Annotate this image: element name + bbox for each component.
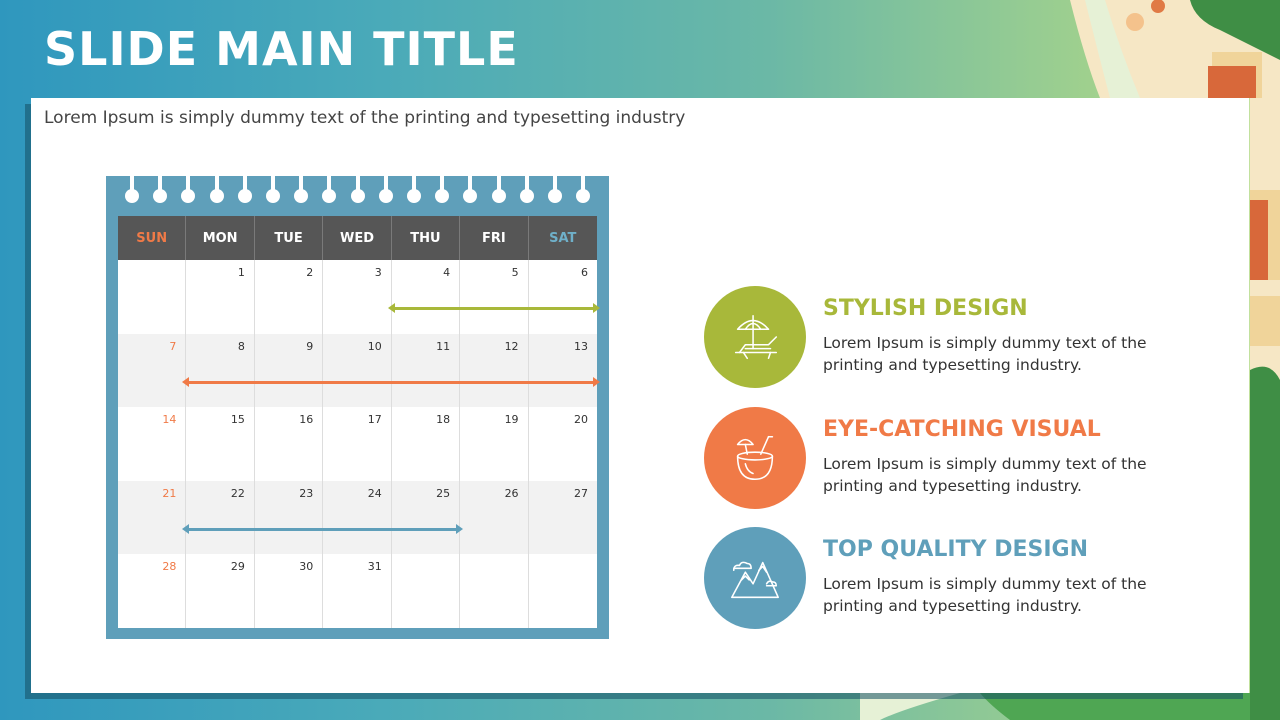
calendar-ring	[214, 176, 219, 190]
calendar-day-cell[interactable]: 25	[391, 480, 461, 555]
feature-title: TOP QUALITY DESIGN	[823, 537, 1088, 562]
calendar-day-cell[interactable]	[391, 554, 461, 628]
day-header-0: SUN	[118, 216, 187, 260]
event-span-arrow[interactable]	[182, 376, 600, 387]
day-header-5: FRI	[460, 216, 529, 260]
day-header-3: WED	[323, 216, 392, 260]
calendar-day-cell[interactable]	[460, 554, 529, 628]
calendar-day-cell[interactable]: 3	[323, 260, 392, 334]
calendar-day-cell[interactable]: 12	[460, 333, 529, 408]
calendar-ring	[553, 176, 557, 190]
calendar-day-cell[interactable]: 22	[186, 480, 255, 555]
calendar-day-cell[interactable]	[118, 260, 187, 334]
calendar-ring	[350, 189, 365, 203]
feature-description: Lorem Ipsum is simply dummy text of the …	[823, 334, 1147, 374]
calendar-day-cell[interactable]: 18	[391, 407, 461, 481]
calendar-day-cell[interactable]: 10	[323, 333, 392, 408]
calendar-ring	[378, 189, 393, 203]
slide-title: SLIDE MAIN TITLE	[44, 22, 519, 76]
calendar-ring	[158, 176, 163, 190]
calendar-day-cell[interactable]: 20	[528, 407, 597, 481]
calendar-ring	[491, 189, 506, 203]
calendar-ring	[181, 189, 196, 203]
calendar-ring	[355, 176, 360, 190]
calendar-ring	[327, 176, 332, 190]
calendar-ring	[299, 176, 304, 190]
day-header-4: THU	[391, 216, 461, 260]
calendar-day-cell[interactable]: 11	[391, 333, 461, 408]
calendar-day-cell[interactable]: 5	[460, 260, 529, 334]
event-span-arrow[interactable]	[387, 303, 601, 314]
calendar: SUN MON TUE WED THU FRI SAT 1 2 3 4 5 6 7 8 9 10 11 12 13 14…	[106, 176, 609, 639]
day-header-2: TUE	[254, 216, 324, 260]
calendar-day-cell[interactable]: 31	[323, 554, 392, 628]
calendar-ring	[125, 189, 139, 203]
feature-description: Lorem Ipsum is simply dummy text of the …	[823, 455, 1147, 495]
calendar-day-cell[interactable]: 1	[186, 260, 255, 334]
calendar-day-cell[interactable]: 8	[186, 333, 255, 408]
calendar-day-cell[interactable]: 14	[118, 407, 187, 481]
calendar-day-cell[interactable]: 7	[118, 333, 187, 408]
calendar-ring	[435, 189, 450, 203]
calendar-day-cell[interactable]: 15	[186, 407, 255, 481]
calendar-ring	[524, 176, 529, 190]
coconut-drink-icon	[736, 435, 774, 481]
calendar-ring	[440, 176, 445, 190]
calendar-day-cell[interactable]: 4	[391, 260, 461, 334]
feature-icon-circle	[704, 527, 806, 629]
calendar-ring	[576, 189, 591, 203]
calendar-day-cell[interactable]: 29	[186, 554, 255, 628]
day-header-1: MON	[186, 216, 255, 260]
calendar-day-cell[interactable]: 16	[254, 407, 324, 481]
feature-title: STYLISH DESIGN	[823, 296, 1028, 321]
calendar-day-cell[interactable]: 27	[528, 480, 597, 555]
calendar-day-cell[interactable]: 19	[460, 407, 529, 481]
calendar-day-cell[interactable]: 17	[323, 407, 392, 481]
event-span-arrow[interactable]	[182, 523, 463, 534]
calendar-ring	[581, 176, 586, 190]
calendar-ring	[153, 189, 168, 203]
calendar-day-cell[interactable]: 21	[118, 480, 187, 555]
calendar-ring	[266, 189, 280, 203]
calendar-day-cell[interactable]: 28	[118, 554, 187, 628]
calendar-ring	[383, 176, 388, 190]
calendar-ring	[407, 189, 421, 203]
calendar-ring	[468, 176, 473, 190]
calendar-day-cell[interactable]: 6	[528, 260, 597, 334]
calendar-ring	[294, 189, 309, 203]
beach-chair-umbrella-icon	[734, 314, 778, 360]
content-card: Lorem Ipsum is simply dummy text of the …	[31, 98, 1249, 693]
calendar-ring	[548, 189, 562, 203]
calendar-ring	[412, 176, 416, 190]
calendar-ring	[496, 176, 501, 190]
calendar-day-cell[interactable]: 13	[528, 333, 597, 408]
calendar-ring	[209, 189, 224, 203]
day-header-6: SAT	[528, 216, 597, 260]
calendar-ring	[271, 176, 275, 190]
calendar-day-cell[interactable]: 30	[254, 554, 324, 628]
feature-description: Lorem Ipsum is simply dummy text of the …	[823, 575, 1147, 615]
feature-title: EYE-CATCHING VISUAL	[823, 417, 1101, 442]
calendar-day-cell[interactable]: 26	[460, 480, 529, 555]
mountains-icon	[731, 561, 779, 599]
calendar-day-cell[interactable]	[528, 554, 597, 628]
calendar-grid: SUN MON TUE WED THU FRI SAT 1 2 3 4 5 6 7 8 9 10 11 12 13 14…	[118, 216, 597, 628]
calendar-ring	[242, 176, 247, 190]
feature-icon-circle	[704, 407, 806, 509]
slide-subtitle: Lorem Ipsum is simply dummy text of the …	[44, 108, 686, 128]
calendar-ring	[237, 189, 252, 203]
calendar-day-cell[interactable]: 23	[254, 480, 324, 555]
feature-icon-circle	[704, 286, 806, 388]
calendar-day-cell[interactable]: 2	[254, 260, 324, 334]
calendar-day-cell[interactable]: 24	[323, 480, 392, 555]
calendar-ring	[519, 189, 534, 203]
calendar-ring	[463, 189, 478, 203]
calendar-ring	[186, 176, 191, 190]
calendar-ring	[322, 189, 337, 203]
calendar-day-cell[interactable]: 9	[254, 333, 324, 408]
calendar-ring	[130, 176, 134, 190]
